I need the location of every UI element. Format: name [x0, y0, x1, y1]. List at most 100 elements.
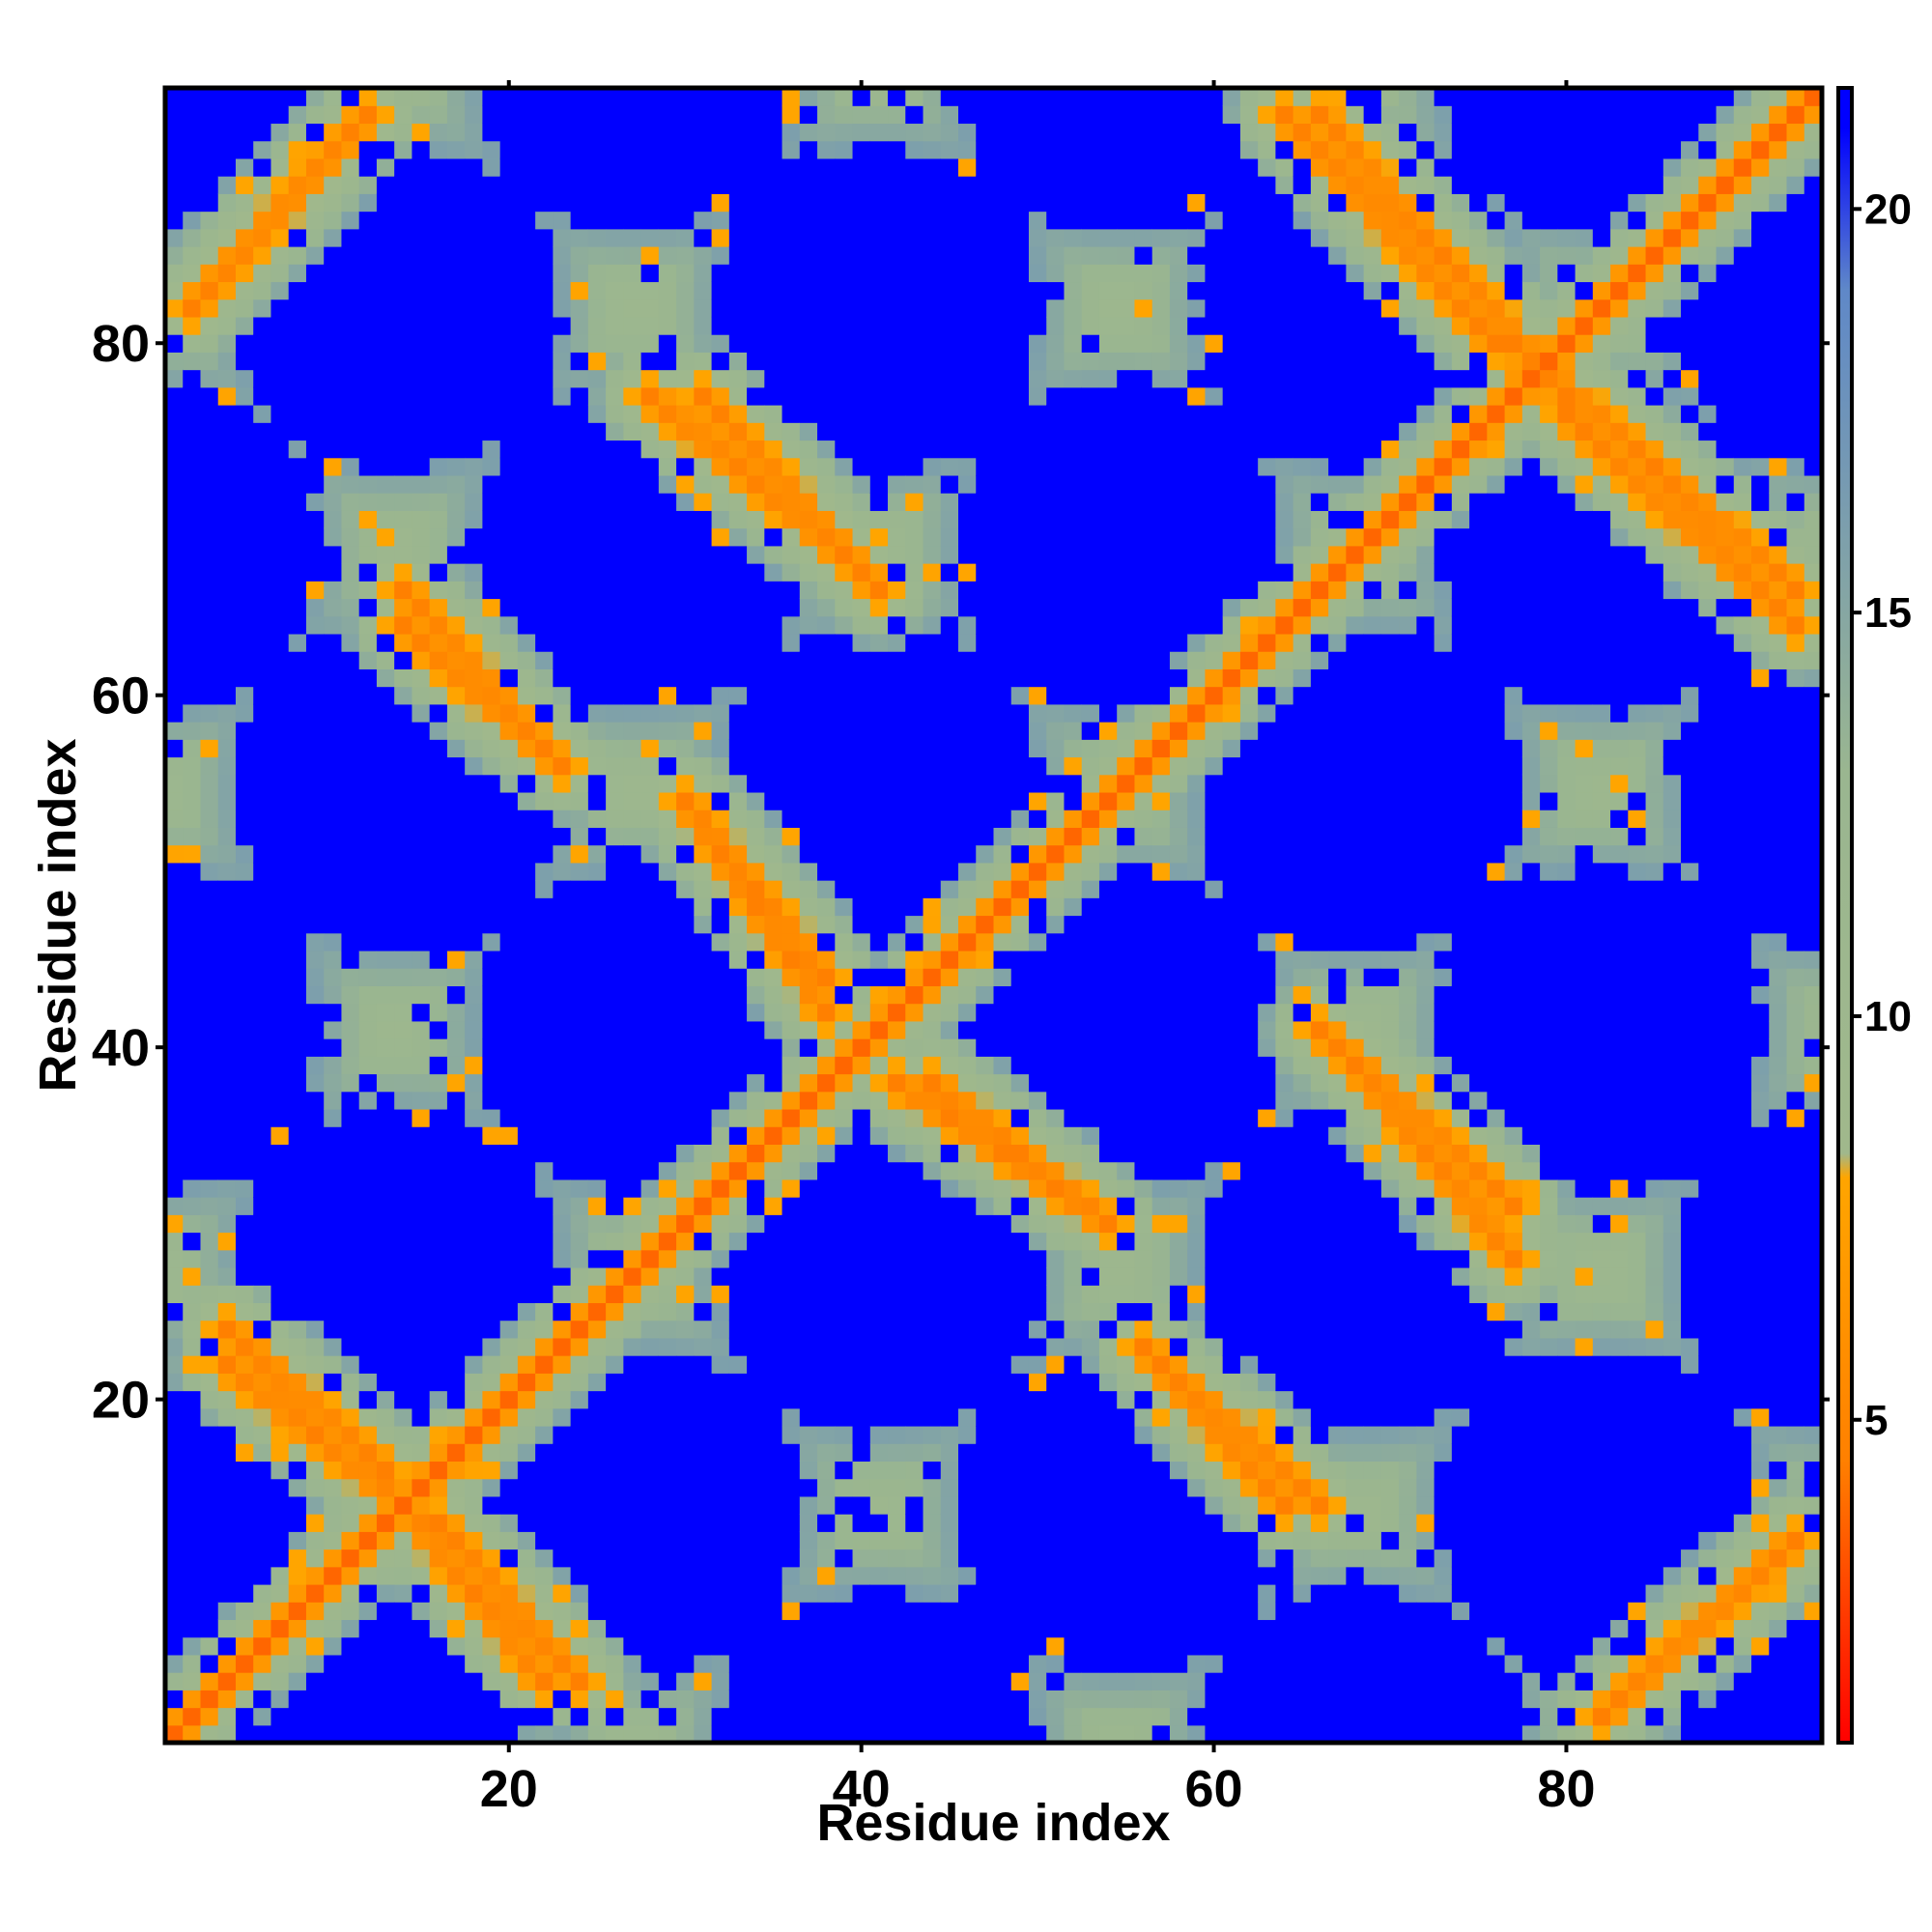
- heatmap-cell: [728, 615, 748, 635]
- heatmap-cell: [429, 457, 448, 476]
- heatmap-cell: [676, 1266, 695, 1286]
- heatmap-cell: [553, 1407, 572, 1427]
- heatmap-cell: [993, 1407, 1012, 1427]
- heatmap-cell: [799, 1302, 818, 1321]
- heatmap-cell: [482, 88, 501, 106]
- heatmap-cell: [781, 211, 801, 230]
- heatmap-cell: [993, 422, 1012, 441]
- heatmap-cell: [728, 386, 748, 406]
- heatmap-cell: [324, 932, 343, 952]
- heatmap-cell: [465, 1707, 483, 1726]
- heatmap-cell: [694, 140, 713, 159]
- heatmap-cell: [869, 1038, 889, 1057]
- heatmap-cell: [1028, 193, 1047, 213]
- heatmap-cell: [852, 1038, 871, 1057]
- heatmap-cell: [446, 810, 466, 828]
- heatmap-cell: [817, 1214, 836, 1234]
- heatmap-cell: [728, 1690, 748, 1709]
- heatmap-cell: [235, 1583, 254, 1603]
- heatmap-cell: [288, 422, 307, 441]
- heatmap-cell: [535, 791, 554, 810]
- heatmap-cell: [976, 369, 995, 388]
- heatmap-cell: [747, 1266, 765, 1286]
- heatmap-cell: [799, 1690, 818, 1709]
- heatmap-cell: [535, 1690, 554, 1709]
- heatmap-cell: [852, 1531, 871, 1550]
- heatmap-cell: [499, 932, 519, 952]
- heatmap-cell: [253, 810, 272, 828]
- heatmap-cell: [429, 1056, 448, 1075]
- heatmap-cell: [165, 474, 184, 494]
- heatmap-cell: [305, 123, 325, 142]
- heatmap-cell: [747, 862, 765, 881]
- heatmap-cell: [623, 176, 642, 194]
- heatmap-cell: [394, 686, 413, 705]
- heatmap-cell: [376, 1056, 395, 1075]
- heatmap-cell: [165, 668, 184, 688]
- heatmap-cell: [376, 598, 395, 617]
- heatmap-cell: [799, 1020, 818, 1039]
- heatmap-cell: [465, 105, 483, 125]
- heatmap-cell: [553, 1144, 572, 1163]
- heatmap-cell: [288, 193, 307, 213]
- heatmap-cell: [305, 1285, 325, 1304]
- heatmap-cell: [288, 474, 307, 494]
- heatmap-cell: [235, 474, 254, 494]
- heatmap-cell: [905, 703, 924, 723]
- heatmap-cell: [376, 1407, 395, 1427]
- heatmap-cell: [376, 862, 395, 881]
- heatmap-cell: [1028, 1249, 1047, 1268]
- heatmap-cell: [570, 827, 589, 846]
- heatmap-cell: [694, 862, 713, 881]
- heatmap-cell: [341, 915, 360, 934]
- heatmap-cell: [781, 1461, 801, 1480]
- heatmap-cell: [869, 474, 889, 494]
- heatmap-cell: [570, 1373, 589, 1392]
- heatmap-cell: [499, 386, 519, 406]
- heatmap-cell: [888, 1619, 906, 1638]
- heatmap-cell: [341, 1654, 360, 1673]
- heatmap-cell: [764, 157, 783, 177]
- heatmap-cell: [606, 140, 624, 159]
- heatmap-cell: [165, 1531, 184, 1550]
- heatmap-cell: [781, 1003, 801, 1022]
- heatmap-cell: [394, 1003, 413, 1022]
- heatmap-cell: [728, 1724, 748, 1744]
- heatmap-cell: [711, 1179, 730, 1198]
- heatmap-cell: [640, 422, 660, 441]
- heatmap-cell: [711, 1302, 730, 1321]
- heatmap-cell: [606, 581, 624, 600]
- heatmap-cell: [781, 1108, 801, 1127]
- heatmap-cell: [711, 703, 730, 723]
- heatmap-cell: [517, 686, 536, 705]
- heatmap-cell: [165, 1091, 184, 1110]
- heatmap-cell: [747, 932, 765, 952]
- heatmap-cell: [499, 334, 519, 353]
- heatmap-cell: [747, 88, 765, 106]
- heatmap-cell: [553, 228, 572, 247]
- heatmap-cell: [446, 88, 466, 106]
- heatmap-cell: [358, 756, 378, 776]
- heatmap-cell: [288, 140, 307, 159]
- heatmap-cell: [817, 1407, 836, 1427]
- heatmap-cell: [728, 157, 748, 177]
- heatmap-cell: [623, 1724, 642, 1744]
- heatmap-cell: [358, 1126, 378, 1145]
- heatmap-cell: [993, 1108, 1012, 1127]
- heatmap-cell: [288, 1461, 307, 1480]
- heatmap-cell: [640, 493, 660, 511]
- heatmap-cell: [570, 1038, 589, 1057]
- heatmap-cell: [499, 950, 519, 969]
- heatmap-cell: [1081, 1091, 1100, 1110]
- heatmap-cell: [1046, 827, 1065, 846]
- heatmap-cell: [1010, 880, 1030, 898]
- heatmap-cell: [1010, 1390, 1030, 1409]
- heatmap-cell: [623, 545, 642, 564]
- heatmap-cell: [852, 1548, 871, 1568]
- heatmap-cell: [587, 105, 607, 125]
- heatmap-cell: [183, 1073, 202, 1093]
- heatmap-cell: [888, 228, 906, 247]
- heatmap-cell: [446, 1073, 466, 1093]
- heatmap-cell: [341, 123, 360, 142]
- heatmap-cell: [183, 1108, 202, 1127]
